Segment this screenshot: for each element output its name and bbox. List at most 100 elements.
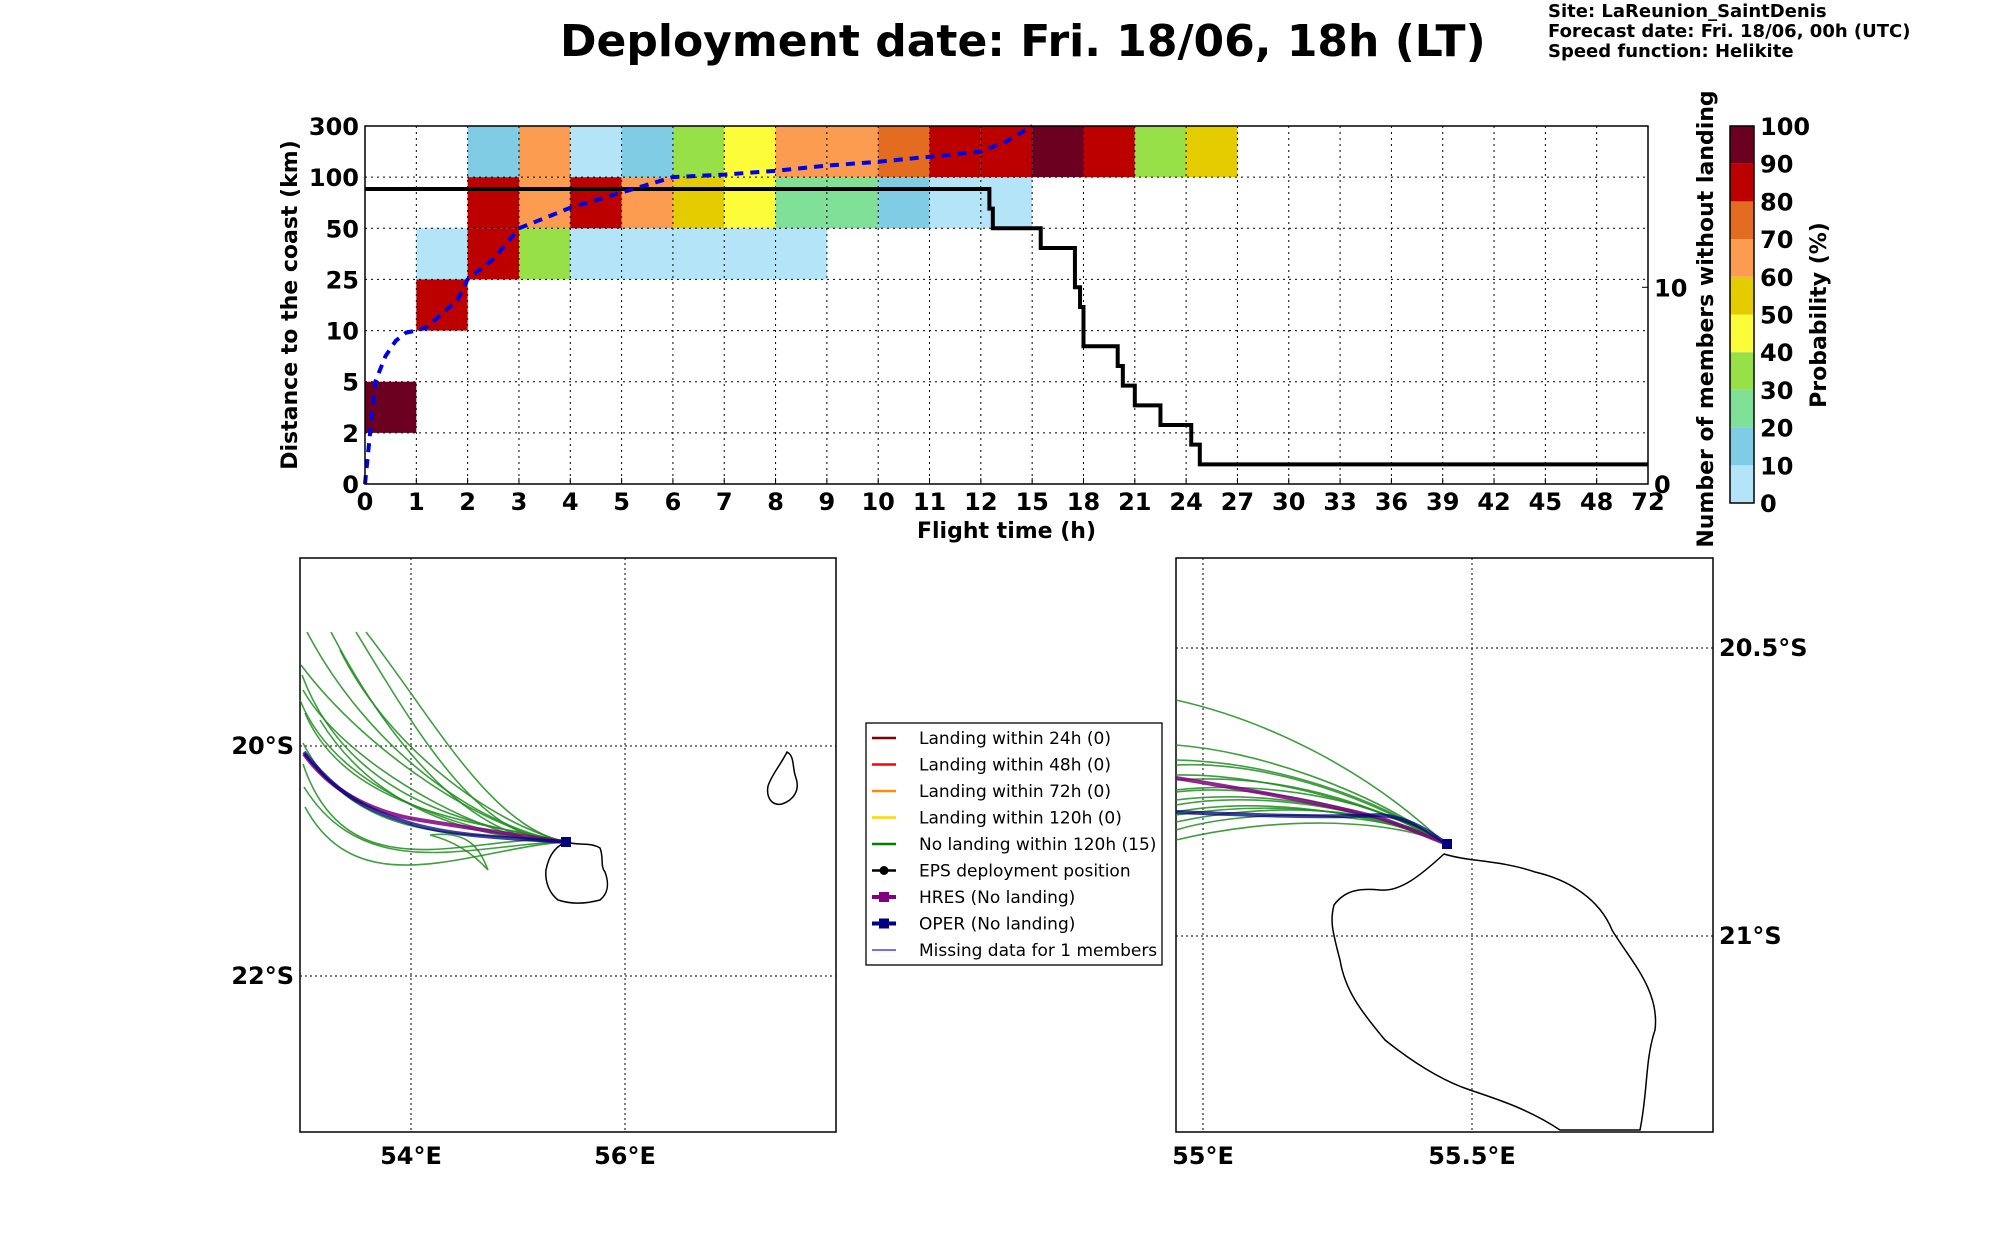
x-tick-label: 24 [1169,488,1202,516]
colorbar-tick-label: 10 [1760,452,1793,480]
y2-axis-label: Number of members without landing [1694,90,1719,547]
x-tick-label: 7 [716,488,733,516]
ensemble-track [365,631,567,843]
x-tick-label: 48 [1580,488,1613,516]
heatmap-cell [775,228,827,280]
colorbar-segment [1730,201,1754,240]
deployment-marker [1442,839,1452,849]
x-tick-label: 12 [964,488,997,516]
x-tick-label: 27 [1221,488,1254,516]
legend-label: OPER (No landing) [919,915,1075,935]
colorbar-segment [1730,465,1754,503]
heatmap-cell [826,126,879,178]
legend-label: EPS deployment position [919,862,1131,882]
site-label: Site: LaReunion_SaintDenis [1548,1,1827,22]
x-tick-label: 33 [1323,488,1356,516]
legend-label: Missing data for 1 members [919,941,1157,961]
colorbar: 0 10 20 30 40 50 60 70 80 90 100 Probability (%) [1729,113,1832,518]
colorbar-tick-label: 90 [1760,151,1793,179]
legend-swatch-marker [879,918,889,929]
map-left: 54°E 56°E 20°S 22°S [231,557,837,1170]
heatmap-cell [775,177,827,229]
y-tick-label: 5 [342,369,359,397]
x-tick-label: 39 [1426,488,1459,516]
island-coastline [1331,853,1657,1131]
heatmap-cell [724,126,776,178]
colorbar-segment [1730,427,1754,466]
colorbar-segment [1730,163,1754,202]
y-tick-label: 2 [342,420,359,448]
colorbar-frame [1729,125,1755,504]
island-coastline [766,750,798,806]
figure-title: Deployment date: Fri. 18/06, 18h (LT) [560,16,1486,67]
y-tick-label: 50 [326,215,359,243]
x-tick-label: 30 [1272,488,1305,516]
heatmap-cell [1134,126,1187,178]
heatmap-cell [724,177,776,229]
x-tick-label: 21 [1118,488,1151,516]
x-tick-label: 2 [459,488,476,516]
colorbar-segment [1730,352,1754,390]
colorbar-label: Probability (%) [1807,222,1832,408]
median-distance-line [363,124,1034,485]
y2-tick-label: 10 [1654,274,1687,302]
legend-swatch-marker [879,866,889,875]
x-tick-label: 6 [665,488,682,516]
heatmap-cell [672,177,725,229]
ensemble-track [304,712,567,843]
colorbar-segment [1730,389,1754,428]
ensemble-track [304,806,567,866]
x-tick-label: 15 [1015,488,1048,516]
heatmap-cell [929,126,981,178]
colorbar-tick-label: 100 [1760,113,1810,141]
y-tick-label: 100 [309,164,359,192]
legend: Landing within 24h (0) Landing within 48h… [865,722,1163,966]
oper-track [302,750,567,844]
x-tick-label: 1 [408,488,425,516]
heatmap-cell [416,279,468,331]
heatmap-cell [1032,126,1084,178]
map-lat-label: 20°S [231,732,294,760]
x-tick-label: 0 [357,488,374,516]
heatmap-cell [878,126,930,178]
ensemble-track [1175,774,1445,844]
colorbar-segment [1730,276,1754,315]
heatmap-cell [570,126,622,178]
heatmap-cell [826,177,879,229]
heatmap-cell [724,228,776,280]
y-tick-label: 25 [326,266,359,294]
forecast-label: Forecast date: Fri. 18/06, 00h (UTC) [1548,21,1911,42]
x-tick-label: 8 [767,488,784,516]
legend-label: Landing within 120h (0) [919,809,1122,829]
heatmap-cell [672,126,725,178]
hres-track [1175,776,1448,846]
heatmap-cell [518,228,571,280]
y-tick-label: 300 [309,113,359,141]
x-tick-label: 11 [913,488,946,516]
map-lat-label: 21°S [1719,922,1782,950]
heatmap-cell [621,228,673,280]
x-tick-label: 45 [1529,488,1562,516]
colorbar-segment [1730,314,1754,353]
legend-label: Landing within 48h (0) [919,756,1111,776]
heatmap-cell [1083,126,1135,178]
legend-label: Landing within 24h (0) [919,729,1111,749]
x-tick-label: 9 [819,488,836,516]
colorbar-tick-label: 50 [1760,302,1793,330]
map-lat-label: 20.5°S [1719,634,1808,662]
ensemble-track [303,786,567,854]
oper-track [1175,810,1449,846]
colorbar-tick-label: 0 [1760,490,1777,518]
heatmap-cell [518,126,571,178]
x-tick-label: 3 [511,488,528,516]
heatmap-cell [467,126,519,178]
map-lon-label: 55.5°E [1428,1142,1516,1170]
x-tick-label: 5 [613,488,630,516]
colorbar-tick-label: 80 [1760,188,1793,216]
colorbar-tick-label: 40 [1760,339,1793,367]
site-info: Site: LaReunion_SaintDenis Forecast date… [1548,2,1911,62]
heatmap-cell [518,177,571,229]
heatmap-cell [929,177,981,229]
